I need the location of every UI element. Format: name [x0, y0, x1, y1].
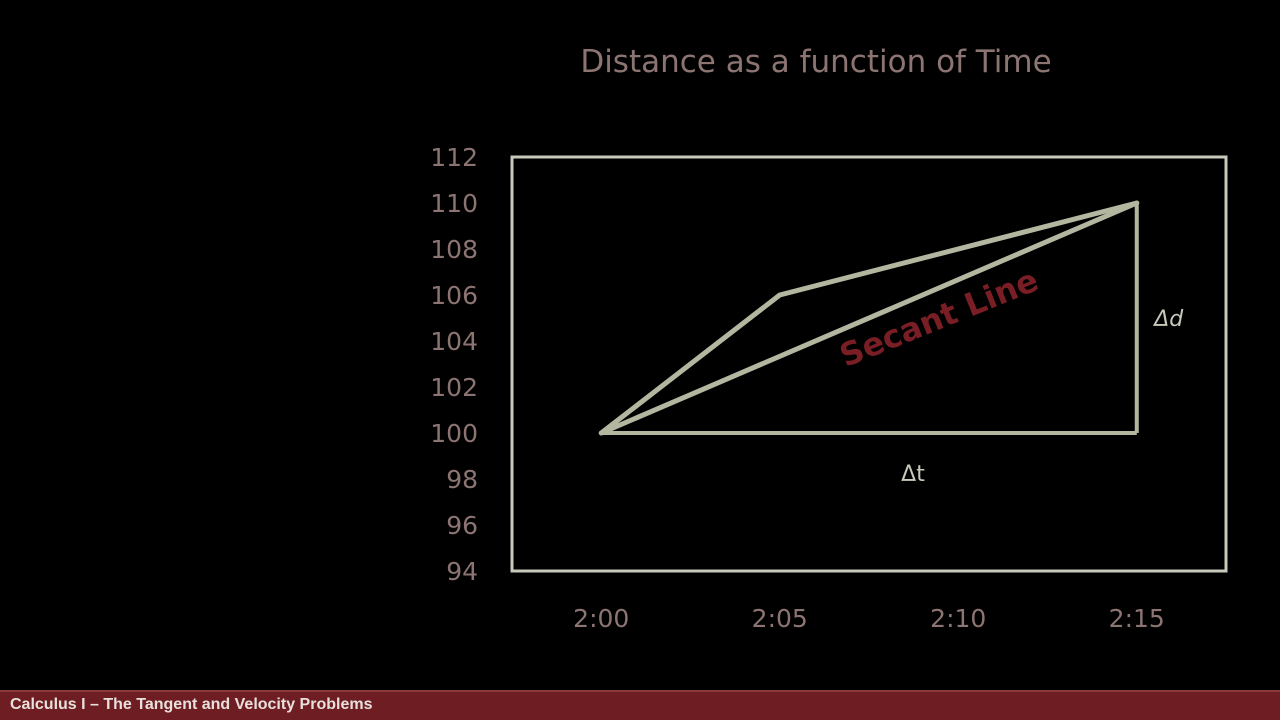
x-tick-label: 2:15 — [1109, 604, 1165, 633]
delta-d-label: Δd — [1152, 307, 1184, 332]
x-tick-label: 2:00 — [573, 604, 629, 633]
y-tick-label: 108 — [430, 235, 478, 264]
secant-line — [598, 200, 1140, 436]
y-tick-label: 94 — [446, 557, 478, 586]
y-tick-label: 96 — [446, 511, 478, 540]
y-tick-label: 104 — [430, 327, 478, 356]
footer-bar: Calculus I – The Tangent and Velocity Pr… — [0, 690, 1280, 720]
y-tick-label: 112 — [430, 143, 478, 172]
y-tick-label: 100 — [430, 419, 478, 448]
chart-marks — [598, 200, 1140, 436]
delta-t-label: Δt — [901, 462, 925, 487]
y-tick-label: 106 — [430, 281, 478, 310]
y-tick-label: 98 — [446, 465, 478, 494]
chart-title: Distance as a function of Time — [580, 44, 1051, 80]
course-title: Calculus I – The Tangent and Velocity Pr… — [10, 696, 373, 713]
x-axis-ticks: 2:00 2:05 2:10 2:15 — [573, 604, 1165, 633]
y-tick-label: 110 — [430, 189, 478, 218]
distance-series-line — [598, 200, 1140, 436]
y-axis-ticks: 112 110 108 106 104 102 100 98 96 94 — [430, 143, 478, 586]
x-tick-label: 2:05 — [752, 604, 808, 633]
plot-frame — [510, 155, 1228, 573]
x-tick-label: 2:10 — [930, 604, 986, 633]
y-tick-label: 102 — [430, 373, 478, 402]
